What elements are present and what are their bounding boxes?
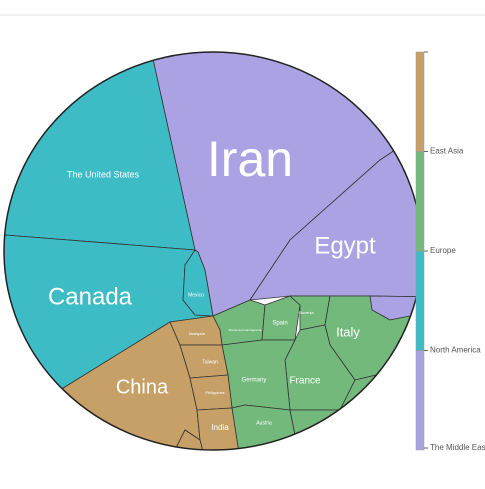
legend: The Middle East North America Europe East A… <box>415 51 485 452</box>
cell <box>231 404 301 450</box>
cell-label: Italy <box>336 324 360 339</box>
labels: Iran Egypt The United States Canada Mexico Bo… <box>48 131 376 432</box>
legend-swatch <box>415 250 425 351</box>
cell-label: Iran <box>207 131 293 187</box>
cell-label: Germany <box>242 378 267 384</box>
cell <box>261 295 301 341</box>
cell-label: Philippines <box>205 390 224 395</box>
cell-label: India <box>211 423 229 432</box>
cell-label: Spain <box>272 321 287 327</box>
cell-label: The United States <box>67 169 140 179</box>
cell-label: Austria <box>256 420 272 426</box>
legend-swatch <box>415 350 425 451</box>
legend-swatch <box>415 151 425 252</box>
cell <box>196 407 241 450</box>
cell-label: Canada <box>48 283 133 310</box>
cell <box>221 339 296 411</box>
cell-label: France <box>289 376 321 387</box>
cell <box>169 429 206 450</box>
cell-label: Malaysia <box>189 331 206 336</box>
legend-label: North America <box>430 346 481 355</box>
cell-label: China <box>116 376 169 398</box>
cell-label: Bosnia and Herzegovina <box>229 328 262 332</box>
legend-label: The Middle East <box>430 443 485 452</box>
cell-label: Mexico <box>188 292 204 298</box>
cell-label: Egypt <box>314 232 376 259</box>
cell-label: Taiwan <box>202 359 218 365</box>
cell <box>182 249 214 317</box>
legend-label: Europe <box>430 246 456 255</box>
cell <box>169 315 223 346</box>
legend-swatch <box>415 51 425 152</box>
cell <box>4 52 196 251</box>
cell-label: Slovenia <box>298 310 314 315</box>
legend-label: East Asia <box>430 147 464 156</box>
